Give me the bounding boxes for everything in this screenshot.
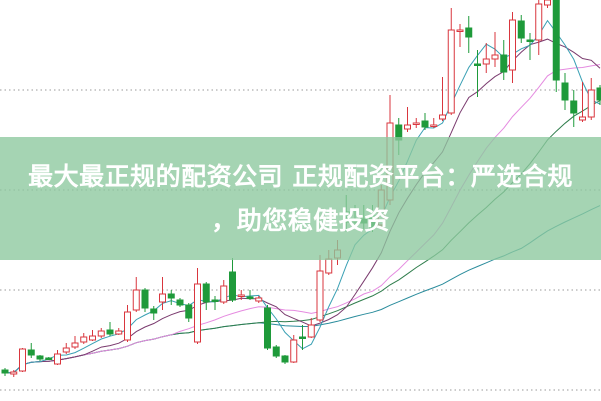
candle-down	[272, 346, 280, 357]
candle-up	[115, 330, 123, 335]
candle-up	[97, 330, 105, 337]
candle-down	[561, 82, 569, 101]
candle-up	[62, 347, 70, 353]
candle-up	[71, 342, 79, 348]
candle-down	[211, 299, 219, 302]
title-banner: 最大最正规的配资公司 正规配资平台：严选合规 ，助您稳健投资	[0, 137, 601, 260]
candle-down	[500, 54, 508, 73]
candle-down	[106, 329, 114, 335]
title-line-2: ，助您稳健投资	[211, 205, 390, 235]
candle-down	[150, 308, 158, 314]
candle-up	[412, 122, 420, 125]
candle-up	[194, 283, 201, 343]
candle-up	[132, 289, 140, 311]
candle-up	[325, 258, 333, 274]
candle-down	[552, 0, 560, 81]
candle-down	[202, 283, 210, 303]
candle-down	[167, 293, 175, 299]
candle-up	[579, 116, 586, 121]
candle-down	[526, 39, 534, 42]
ma20-line	[4, 64, 601, 374]
candle-up	[159, 293, 166, 303]
candle-up	[544, 0, 551, 6]
candle-down	[517, 20, 525, 39]
candle-down	[246, 296, 254, 299]
candle-down	[36, 355, 44, 360]
candle-down	[596, 87, 601, 101]
candle-up	[404, 124, 411, 130]
candle-up	[509, 19, 516, 71]
candle-down	[570, 100, 578, 114]
candle-up	[491, 54, 499, 60]
candle-up	[290, 339, 298, 363]
candle-down	[45, 357, 53, 360]
candle-up	[255, 297, 263, 302]
candle-down	[474, 63, 481, 66]
candle-up	[124, 311, 131, 341]
candle-up	[430, 124, 438, 127]
candle-up	[80, 336, 88, 343]
candle-down	[465, 27, 473, 38]
candle-up	[89, 335, 96, 341]
candle-up	[19, 348, 26, 372]
candle-down	[176, 299, 184, 306]
candle-up	[456, 29, 464, 32]
candle-down	[229, 271, 236, 301]
candle-down	[1, 369, 9, 374]
candle-up	[316, 270, 324, 321]
title-line-1: 最大最正规的配资公司 正规配资平台：严选合规	[28, 161, 573, 191]
candle-up	[439, 114, 446, 120]
candle-up	[220, 285, 228, 303]
candle-up	[447, 29, 455, 114]
candle-down	[281, 355, 289, 363]
candle-down	[299, 336, 306, 339]
candle-up	[482, 58, 490, 65]
candle-down	[141, 289, 149, 309]
candle-down	[185, 304, 193, 319]
candle-up	[307, 324, 315, 338]
candle-down	[421, 120, 429, 128]
candle-up	[10, 371, 18, 375]
candle-down	[27, 349, 35, 356]
candle-up	[535, 3, 543, 41]
candle-down	[264, 307, 271, 349]
ma10-line	[4, 38, 601, 374]
candle-up	[54, 353, 61, 365]
candle-up	[587, 89, 595, 118]
candle-up	[237, 294, 245, 297]
